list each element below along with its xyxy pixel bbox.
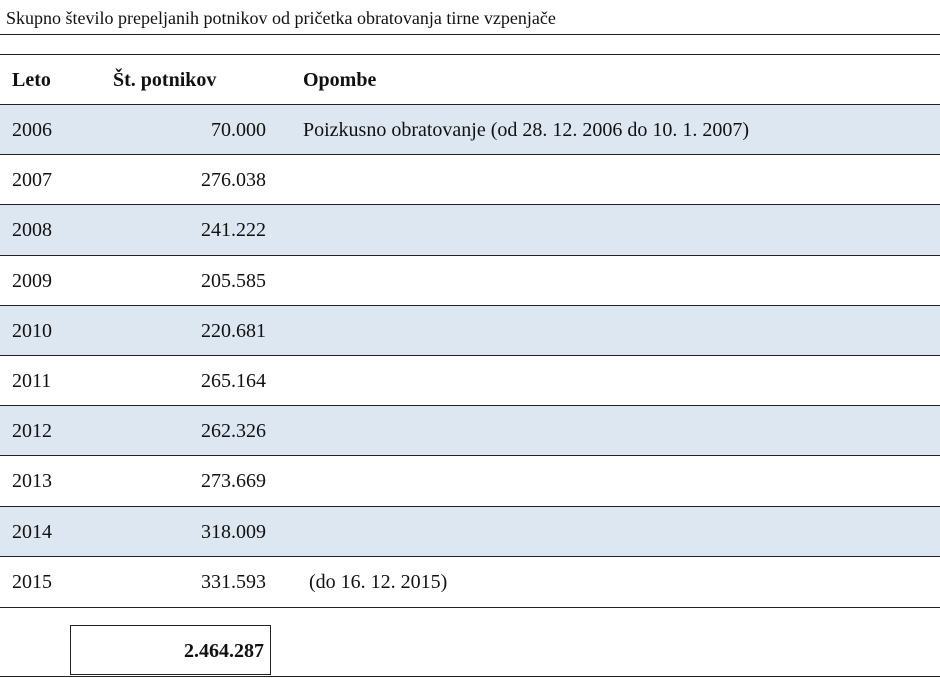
table-row: 2006 70.000 Poizkusno obratovanje (od 28. … <box>0 105 940 155</box>
year-cell: 2015 <box>12 570 52 593</box>
year-cell: 2011 <box>12 370 52 392</box>
year-cell: 2012 <box>12 420 52 443</box>
table-row: 2008 241.222 <box>0 205 940 256</box>
title: Skupno število prepeljanih potnikov od p… <box>6 8 556 28</box>
row-rule <box>0 355 940 356</box>
year-cell: 2006 <box>12 119 52 141</box>
year-cell: 2013 <box>12 470 52 493</box>
year-cell: 2014 <box>12 520 52 543</box>
passengers-cell: 265.164 <box>201 370 266 392</box>
header-cell: Opombe <box>303 69 377 91</box>
passengers-cell: 262.326 <box>201 420 266 443</box>
table-row: 2009 205.585 <box>0 256 940 306</box>
passengers-cell: 220.681 <box>201 319 266 342</box>
title-rule <box>0 34 940 35</box>
row-rule <box>0 104 940 105</box>
passengers-cell: 70.000 <box>211 119 266 141</box>
table-row: 2007 276.038 <box>0 155 940 205</box>
year-cell: 2010 <box>12 319 52 342</box>
table-top-rule <box>0 54 940 55</box>
year-cell: 2008 <box>12 219 52 242</box>
year-cell: 2009 <box>12 269 52 292</box>
passengers-cell: 205.585 <box>201 269 266 292</box>
table-bottom-rule <box>0 676 940 677</box>
table-row: 2011 265.164 <box>0 356 940 406</box>
header-cell: Leto <box>12 69 51 91</box>
row-rule <box>0 555 940 557</box>
row-rule <box>0 505 940 507</box>
table-row: 2010 220.681 <box>0 305 940 356</box>
row-rule <box>0 304 940 306</box>
row-rule <box>0 405 940 407</box>
row-rule <box>0 154 940 156</box>
passengers-cell: 241.222 <box>201 219 266 242</box>
header-row: Leto Št. potnikov Opombe <box>0 55 940 105</box>
row-rule <box>0 455 940 457</box>
row-rule <box>0 254 940 256</box>
table-row: 2012 262.326 <box>0 406 940 457</box>
total: 2.464.287 <box>184 640 264 662</box>
row-rule <box>0 607 940 608</box>
row-rule <box>0 204 940 206</box>
header-cell: Št. potnikov <box>113 69 217 91</box>
table-row: 2015 331.593 (do 16. 12. 2015) <box>0 557 940 607</box>
passengers-cell: 318.009 <box>201 520 266 543</box>
note-cell: (do 16. 12. 2015) <box>309 570 448 593</box>
table-row: 2014 318.009 <box>0 506 940 557</box>
passengers-cell: 276.038 <box>201 169 266 192</box>
total-cell: 2.464.287 <box>70 625 271 675</box>
passengers-cell: 331.593 <box>201 570 266 593</box>
note-cell: Poizkusno obratovanje (od 28. 12. 2006 d… <box>303 119 750 141</box>
passengers-cell: 273.669 <box>201 470 266 493</box>
table-row: 2013 273.669 <box>0 456 940 506</box>
year-cell: 2007 <box>12 169 52 192</box>
